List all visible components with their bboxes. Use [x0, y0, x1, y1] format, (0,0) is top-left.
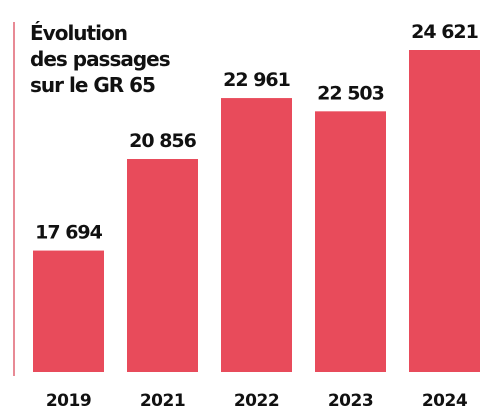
- x-tick-label: 2024: [422, 391, 468, 411]
- chart-title: des passages: [30, 47, 170, 71]
- value-label: 22 503: [317, 82, 384, 104]
- chart-title: Évolution: [30, 21, 127, 45]
- bar: [409, 50, 480, 372]
- value-label: 22 961: [223, 69, 290, 91]
- x-tick-label: 2021: [140, 391, 185, 411]
- bar: [33, 250, 104, 372]
- value-label: 24 621: [411, 21, 478, 43]
- bar: [221, 98, 292, 372]
- bar: [127, 159, 198, 372]
- value-label: 20 856: [129, 130, 196, 152]
- x-tick-label: 2023: [328, 391, 373, 411]
- bar: [315, 111, 386, 372]
- x-tick-label: 2022: [234, 391, 279, 411]
- x-tick-label: 2019: [46, 391, 91, 411]
- value-label: 17 694: [35, 222, 102, 244]
- chart-title: sur le GR 65: [30, 73, 155, 97]
